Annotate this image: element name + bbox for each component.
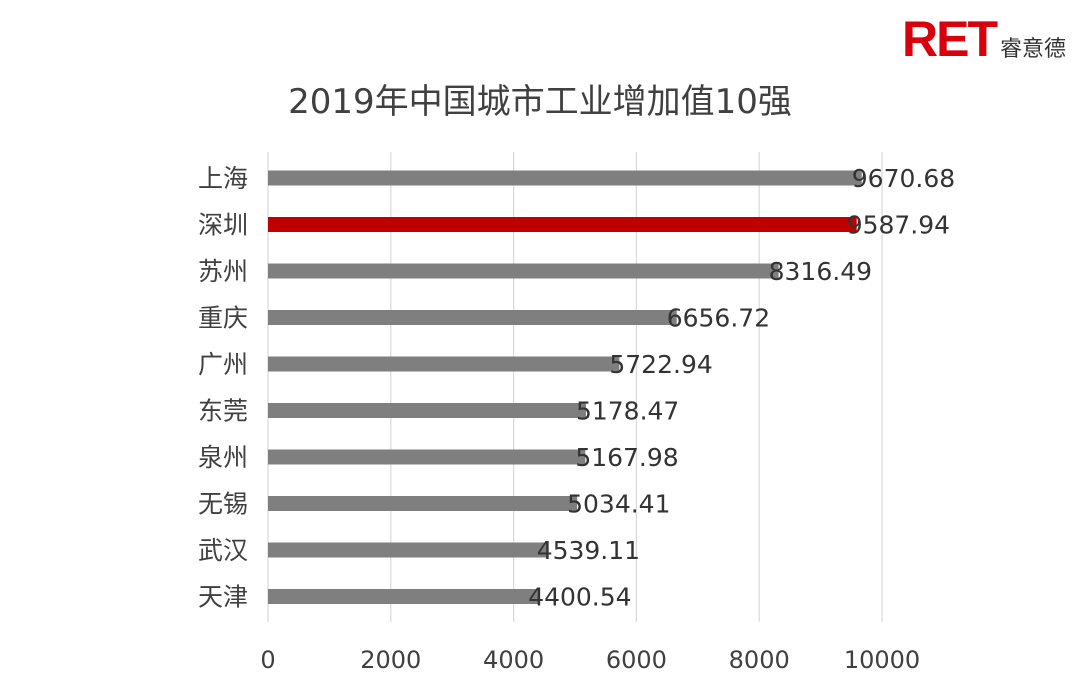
ret-logo: RET 睿意德 <box>902 14 1066 64</box>
bar <box>268 496 578 511</box>
x-axis-ticks: 0 2000 4000 6000 8000 10000 <box>260 646 920 674</box>
bar <box>268 542 547 558</box>
data-label: 4400.54 <box>528 583 631 612</box>
category-label: 武汉 <box>198 536 248 565</box>
bar <box>268 263 779 279</box>
bars <box>268 170 862 604</box>
data-label: 9587.94 <box>847 211 950 240</box>
category-label: 深圳 <box>198 211 248 240</box>
bar <box>268 356 620 372</box>
bar <box>268 449 586 465</box>
bar <box>268 170 862 186</box>
data-label: 5034.41 <box>567 490 670 519</box>
category-label: 广州 <box>198 350 248 379</box>
bar <box>268 310 677 325</box>
x-tick-label: 8000 <box>729 646 790 674</box>
category-label: 苏州 <box>198 257 248 286</box>
x-tick-label: 6000 <box>606 646 667 674</box>
category-label: 泉州 <box>198 443 248 472</box>
data-label: 6656.72 <box>667 304 770 333</box>
logo-mark: RET <box>901 11 998 67</box>
chart-title: 2019年中国城市工业增加值10强 <box>288 82 792 122</box>
data-label: 5178.47 <box>576 397 679 426</box>
category-label: 上海 <box>198 164 248 193</box>
x-tick-label: 4000 <box>483 646 544 674</box>
data-label: 5722.94 <box>609 350 712 379</box>
category-label: 重庆 <box>198 304 248 333</box>
logo-chinese-name: 睿意德 <box>999 37 1066 62</box>
x-tick-label: 0 <box>260 646 275 674</box>
value-labels: 9670.68 9587.94 8316.49 6656.72 5722.94 5178.… <box>528 164 955 612</box>
category-label: 天津 <box>198 583 248 612</box>
data-label: 5167.98 <box>575 443 678 472</box>
data-label: 4539.11 <box>537 536 640 565</box>
x-tick-label: 10000 <box>844 646 920 674</box>
data-label: 8316.49 <box>769 257 872 286</box>
category-label: 东莞 <box>198 397 248 426</box>
category-label: 无锡 <box>198 490 248 519</box>
bar <box>268 217 857 232</box>
bar <box>268 589 539 604</box>
x-tick-label: 2000 <box>360 646 421 674</box>
data-label: 9670.68 <box>852 164 955 193</box>
bar <box>268 403 586 418</box>
